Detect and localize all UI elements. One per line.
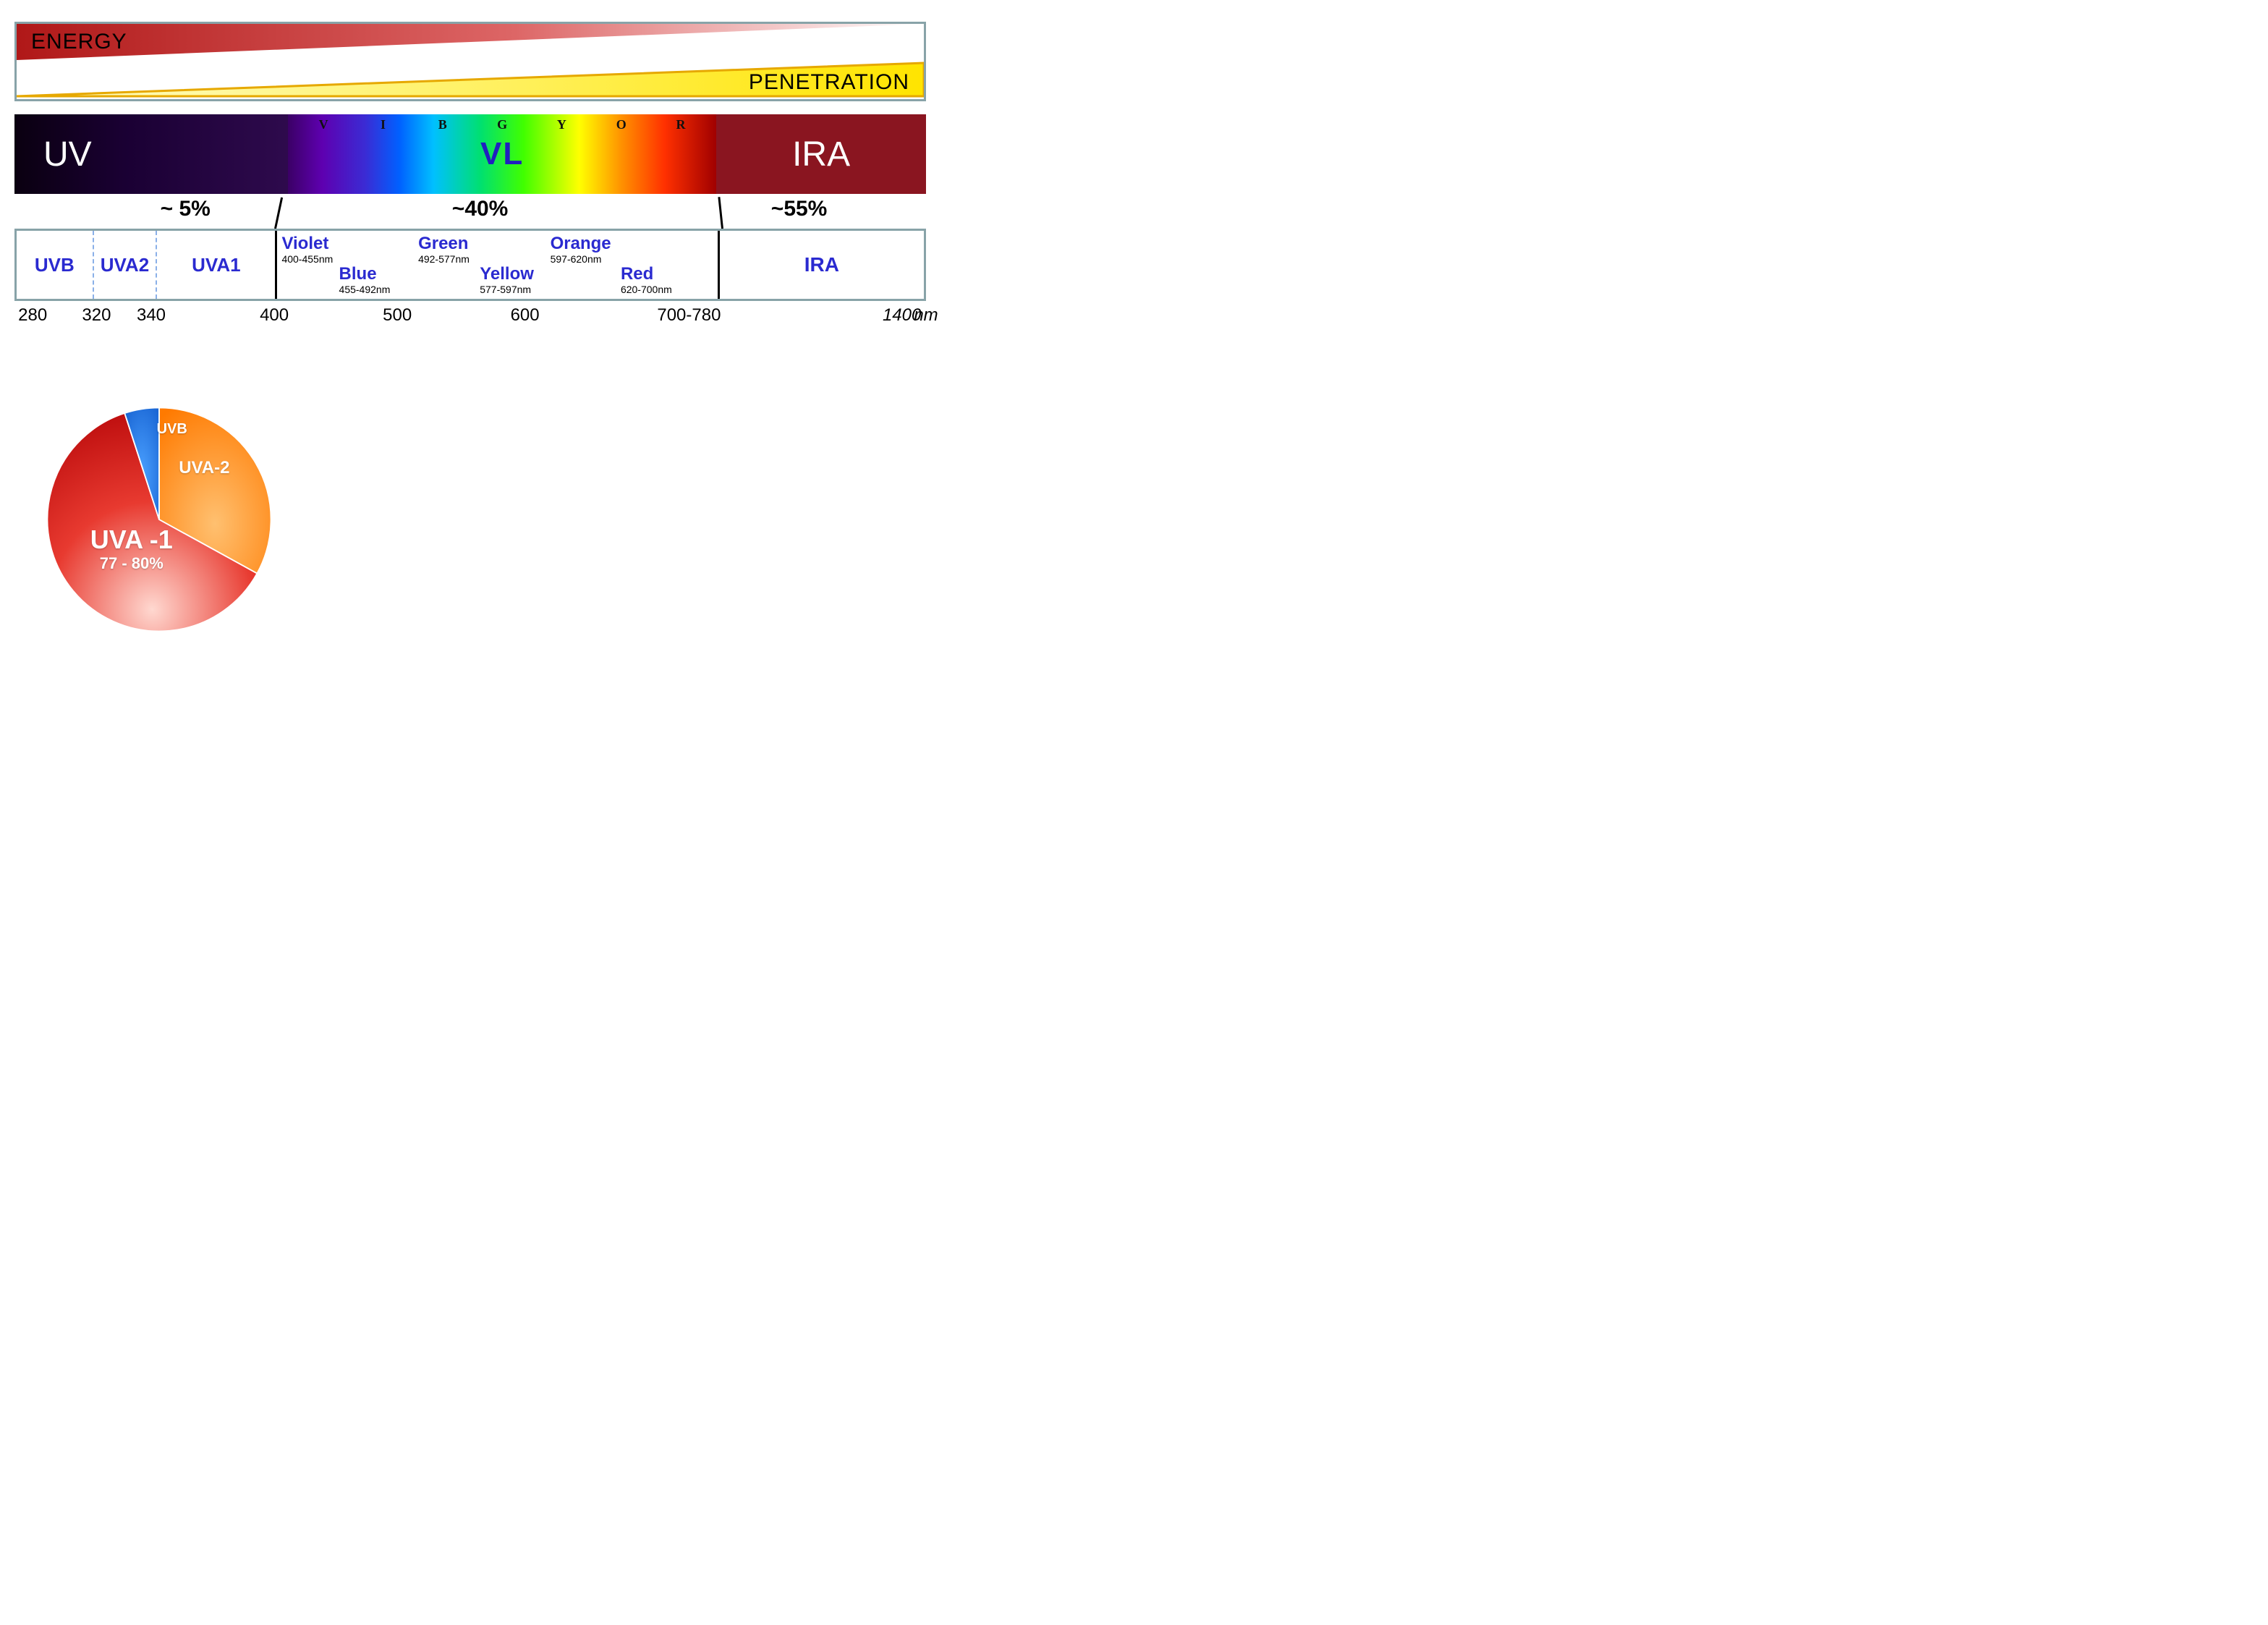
tick-700780: 700-780 — [657, 305, 721, 326]
spectrum-ira-label: IRA — [792, 135, 850, 174]
color-violet: Violet 400-455nm — [281, 235, 333, 264]
letter-o: O — [592, 117, 651, 132]
energy-penetration-wedges: ENERGY PENETRATION — [14, 22, 926, 101]
color-violet-name: Violet — [281, 234, 328, 253]
color-yellow-name: Yellow — [480, 264, 534, 284]
sub-uvb: UVB — [17, 231, 94, 299]
pie-label-uvb: UVB — [157, 421, 187, 438]
color-blue-name: Blue — [339, 264, 377, 284]
color-green-name: Green — [418, 234, 468, 253]
spectrum-uv: UV — [14, 114, 288, 194]
wavelength-axis: 280 320 340 400 500 600 700-780 1400 nm — [14, 305, 926, 331]
axis-unit: nm — [914, 305, 938, 326]
letter-v: V — [294, 117, 353, 132]
sub-uva2: UVA2 — [94, 231, 158, 299]
percent-vl: ~40% — [452, 197, 509, 221]
spectrum-vl-label: VL — [480, 136, 524, 172]
sub-ira: IRA — [720, 231, 924, 299]
spectrum-bar: UV V I B G Y O R VL IRA — [14, 114, 926, 194]
pie-label-uva1-sub: 77 - 80% — [90, 554, 173, 572]
percent-row: ~ 5% ~40% ~55% — [14, 197, 926, 227]
percent-uv: ~ 5% — [161, 197, 211, 221]
color-red: Red 620-700nm — [621, 266, 672, 294]
spectrum-uv-label: UV — [43, 135, 92, 174]
color-orange-name: Orange — [551, 234, 611, 253]
tick-1400: 1400 nm — [883, 305, 926, 326]
color-green-range: 492-577nm — [418, 254, 470, 264]
vibgyor-letters: V I B G Y O R — [288, 117, 716, 132]
color-blue-range: 455-492nm — [339, 284, 391, 294]
tick-320: 320 — [82, 305, 111, 326]
subdivision-wrap: UVB UVA2 UVA1 Violet 400-455nm Blue 455-… — [14, 229, 926, 301]
uv-pie: UVB UVA-2 UVA -1 77 - 80% — [36, 396, 282, 642]
uv-pie-wrap: UVB UVA-2 UVA -1 77 - 80% — [36, 396, 926, 642]
tick-400: 400 — [260, 305, 289, 326]
color-blue: Blue 455-492nm — [339, 266, 391, 294]
pie-label-uva1: UVA -1 77 - 80% — [90, 525, 173, 573]
spectrum-vl: V I B G Y O R VL — [288, 114, 716, 194]
percent-ira: ~55% — [771, 197, 828, 221]
penetration-label: PENETRATION — [749, 70, 909, 95]
letter-g: G — [472, 117, 532, 132]
color-orange: Orange 597-620nm — [551, 235, 611, 264]
color-orange-range: 597-620nm — [551, 254, 611, 264]
tick-600: 600 — [511, 305, 540, 326]
color-yellow-range: 577-597nm — [480, 284, 534, 294]
letter-i: I — [353, 117, 412, 132]
letter-y: Y — [532, 117, 591, 132]
spectrum-ira: IRA — [716, 114, 926, 194]
subdivision-row: UVB UVA2 UVA1 Violet 400-455nm Blue 455-… — [14, 229, 926, 301]
color-red-range: 620-700nm — [621, 284, 672, 294]
letter-b: B — [413, 117, 472, 132]
tick-340: 340 — [137, 305, 166, 326]
pie-label-uva2: UVA-2 — [179, 458, 229, 478]
sub-uva1: UVA1 — [157, 231, 275, 299]
tick-500: 500 — [383, 305, 412, 326]
letter-r: R — [651, 117, 710, 132]
color-green: Green 492-577nm — [418, 235, 470, 264]
color-violet-range: 400-455nm — [281, 254, 333, 264]
energy-label: ENERGY — [31, 30, 127, 54]
tick-280: 280 — [18, 305, 47, 326]
pie-label-uva1-name: UVA -1 — [90, 525, 173, 554]
color-red-name: Red — [621, 264, 653, 284]
sub-vl: Violet 400-455nm Blue 455-492nm Green 49… — [275, 231, 719, 299]
color-yellow: Yellow 577-597nm — [480, 266, 534, 294]
